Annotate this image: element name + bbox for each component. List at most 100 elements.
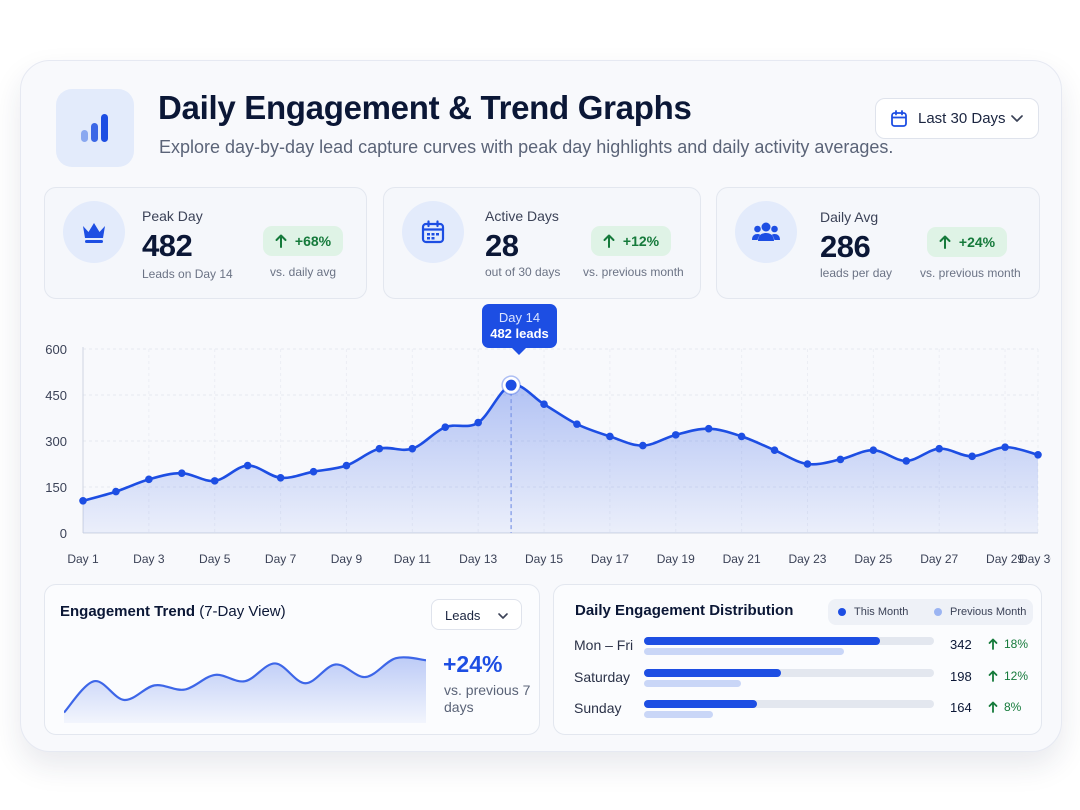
data-point bbox=[474, 418, 482, 427]
x-tick-label: Day 13 bbox=[459, 552, 497, 566]
kpi-label: Active Days bbox=[485, 208, 559, 224]
row-value: 342 bbox=[950, 637, 972, 652]
arrow-up-icon bbox=[275, 234, 287, 248]
data-point bbox=[210, 477, 219, 485]
data-point bbox=[968, 452, 976, 461]
distribution-row: Saturday 198 12% bbox=[554, 669, 1041, 699]
kpi-label: Daily Avg bbox=[820, 209, 879, 225]
bar-previous-month bbox=[644, 711, 714, 718]
kpi-change-sub: vs. daily avg bbox=[270, 265, 337, 279]
data-point bbox=[704, 424, 713, 433]
y-tick-label: 450 bbox=[45, 388, 67, 403]
row-value: 164 bbox=[950, 700, 972, 715]
data-point bbox=[573, 420, 581, 428]
tooltip-value: 482 leads bbox=[490, 326, 549, 341]
legend-dot-previous-month bbox=[934, 608, 942, 616]
x-tick-label: Day 9 bbox=[331, 552, 363, 566]
data-point bbox=[375, 444, 384, 453]
kpi-change-value: +24% bbox=[958, 234, 996, 250]
arrow-up-icon bbox=[939, 235, 951, 249]
data-point bbox=[902, 457, 911, 465]
users-icon bbox=[752, 222, 780, 241]
sparkline-line bbox=[64, 656, 426, 714]
bar-previous-month bbox=[644, 648, 845, 655]
date-range-dropdown[interactable]: Last 30 Days bbox=[875, 98, 1039, 139]
date-range-label: Last 30 Days bbox=[918, 110, 1006, 127]
data-point bbox=[935, 444, 944, 453]
data-point bbox=[671, 431, 680, 439]
engagement-distribution-panel: Daily Engagement Distribution This Month… bbox=[553, 584, 1042, 735]
distribution-legend: This Month Previous Month bbox=[828, 599, 1033, 625]
trend-change-value: +24% bbox=[443, 651, 503, 677]
distribution-title: Daily Engagement Distribution bbox=[575, 602, 794, 619]
row-change-value: 8% bbox=[1004, 700, 1022, 714]
x-tick-label: Day 27 bbox=[920, 552, 958, 566]
x-tick-label: Day 3 bbox=[133, 552, 165, 566]
metric-select[interactable]: Leads bbox=[431, 599, 522, 630]
calendar-icon bbox=[421, 220, 445, 244]
metric-select-label: Leads bbox=[445, 608, 481, 623]
kpi-change-sub: vs. previous month bbox=[920, 266, 1021, 280]
kpi-value: 28 bbox=[485, 228, 519, 263]
kpi-card-daily-avg: Daily Avg 286 leads per day +24% vs. pre… bbox=[716, 187, 1040, 299]
distribution-row: Sunday 164 8% bbox=[554, 700, 1041, 730]
bar-track bbox=[644, 669, 934, 677]
arrow-up-icon bbox=[988, 701, 998, 713]
x-tick-label: Day 17 bbox=[591, 552, 629, 566]
calendar-icon bbox=[891, 109, 907, 127]
legend-previous-month: Previous Month bbox=[950, 606, 1027, 618]
page-title: Daily Engagement & Trend Graphs bbox=[158, 89, 692, 126]
page-subtitle: Explore day-by-day lead capture curves w… bbox=[159, 137, 894, 157]
row-value: 198 bbox=[950, 669, 972, 684]
kpi-icon-circle bbox=[735, 201, 797, 263]
x-tick-label: Day 25 bbox=[854, 552, 892, 566]
data-point bbox=[1034, 451, 1042, 459]
arrow-up-icon bbox=[988, 670, 998, 682]
x-tick-label: Day 19 bbox=[657, 552, 695, 566]
row-change-value: 18% bbox=[1004, 637, 1029, 651]
kpi-sub: out of 30 days bbox=[485, 265, 561, 279]
x-tick-label: Day 30 bbox=[1019, 552, 1051, 566]
chevron-down-icon bbox=[498, 613, 508, 619]
trend-change-sub: vs. previous 7 days bbox=[444, 682, 531, 715]
data-point bbox=[408, 444, 417, 453]
trend-panel-title: Engagement Trend (7-Day View) bbox=[60, 603, 286, 620]
data-point bbox=[342, 461, 351, 470]
bar-track bbox=[644, 637, 934, 645]
trend-sparkline bbox=[64, 656, 426, 723]
bar-this-month bbox=[644, 637, 881, 645]
row-label: Mon – Fri bbox=[574, 637, 634, 653]
kpi-change-value: +68% bbox=[294, 233, 332, 249]
series-area-fill bbox=[83, 384, 1038, 533]
data-point bbox=[441, 423, 450, 431]
kpi-value: 286 bbox=[820, 229, 871, 264]
row-label: Saturday bbox=[574, 669, 631, 685]
data-point bbox=[737, 432, 746, 441]
kpi-sub: leads per day bbox=[820, 266, 893, 280]
peak-data-point bbox=[503, 377, 519, 393]
x-tick-label: Day 23 bbox=[788, 552, 826, 566]
kpi-card-active-days: Active Days 28 out of 30 days +12% vs. p… bbox=[383, 187, 701, 299]
kpi-value: 482 bbox=[142, 228, 193, 263]
x-tick-label: Day 1 bbox=[67, 552, 99, 566]
kpi-sub: Leads on Day 14 bbox=[142, 267, 233, 281]
kpi-change-badge: +12% bbox=[591, 226, 671, 256]
data-point bbox=[836, 455, 845, 464]
y-tick-label: 600 bbox=[45, 342, 67, 357]
dashboard-card: Daily Engagement & Trend Graphs Explore … bbox=[20, 60, 1062, 752]
crown-icon bbox=[83, 223, 105, 243]
data-point bbox=[606, 432, 614, 441]
data-point bbox=[540, 400, 548, 408]
row-change-value: 12% bbox=[1004, 669, 1029, 683]
x-tick-label: Day 15 bbox=[525, 552, 563, 566]
legend-this-month: This Month bbox=[854, 606, 909, 618]
data-point bbox=[770, 446, 779, 454]
tooltip-day: Day 14 bbox=[498, 310, 541, 325]
x-tick-label: Day 5 bbox=[199, 552, 231, 566]
kpi-change-badge: +68% bbox=[263, 226, 343, 256]
x-tick-label: Day 29 bbox=[986, 552, 1024, 566]
chevron-down-icon bbox=[1011, 115, 1023, 122]
data-point bbox=[1001, 443, 1009, 451]
data-point bbox=[79, 497, 87, 505]
data-point bbox=[177, 469, 186, 477]
